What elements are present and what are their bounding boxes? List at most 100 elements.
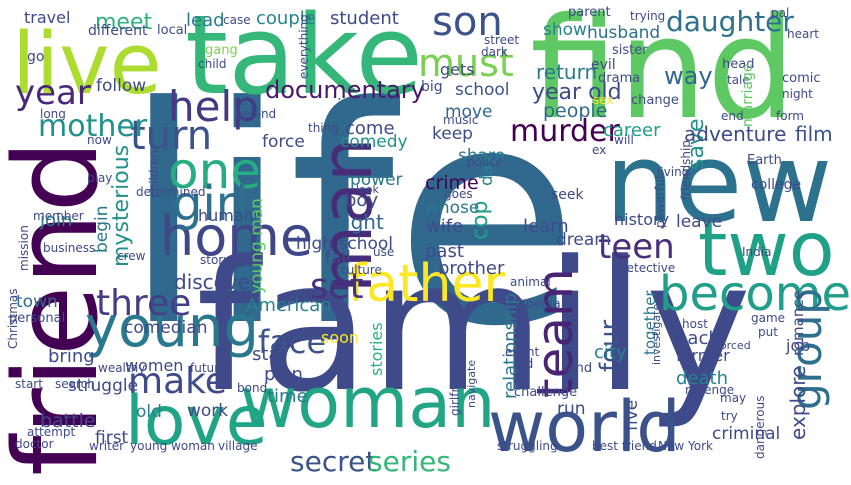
word-best-friend: best friend [592, 439, 657, 453]
word-help: help [168, 82, 259, 131]
word-night: night [782, 87, 813, 101]
word-take: take [185, 0, 423, 119]
word-music: music [443, 113, 479, 127]
word-story: story [200, 253, 231, 267]
word-become: become [659, 266, 851, 322]
word-put: put [758, 325, 778, 339]
word-new: new [605, 119, 833, 247]
word-couple: couple [256, 8, 316, 29]
word-year-old: year old [532, 80, 622, 105]
word-husband: husband [587, 23, 661, 43]
word-life: life [122, 43, 579, 392]
word-business: business [43, 241, 96, 255]
word-young-woman: young woman [130, 439, 215, 453]
word-human: human [198, 206, 254, 225]
word-personal: personal [9, 311, 66, 326]
word-mother: mother [38, 109, 148, 144]
word-long: long [40, 107, 66, 121]
word-crime: crime [425, 172, 479, 194]
word-move: move [445, 102, 493, 122]
word-lead: lead [186, 10, 225, 31]
word-way: way [664, 62, 713, 90]
word-form: form [776, 109, 804, 123]
word-live: live [12, 15, 162, 114]
word-time: time [267, 386, 308, 407]
word-home: home [160, 205, 314, 268]
word-look: look [356, 183, 379, 196]
word-play: play [87, 171, 113, 185]
word-parent: parent [568, 5, 611, 20]
word-discover: discover [174, 270, 259, 294]
word-star: star [252, 344, 287, 365]
word-job: job [786, 336, 811, 355]
word-run: run [557, 399, 586, 419]
word-soon: soon [321, 328, 360, 347]
word-high-school: high school [296, 234, 393, 254]
word-two: two [698, 205, 835, 293]
word-stories: stories [367, 322, 386, 376]
word-young-man: young man [247, 198, 267, 294]
word-world: world [488, 386, 681, 468]
word-local: local [157, 23, 188, 38]
word-dark: dark [481, 45, 508, 59]
word-seek: seek [551, 187, 584, 203]
word-thing: thing [308, 121, 339, 135]
word-may: may [720, 391, 747, 405]
word-battle: battle [40, 410, 96, 432]
word-comic: comic [782, 71, 821, 86]
word-murder: murder [510, 114, 620, 149]
word-city: city [594, 342, 627, 363]
word-love: love [125, 382, 268, 461]
word-daughter: daughter [666, 5, 794, 38]
word-comedy: comedy [340, 132, 408, 152]
word-end: end [721, 109, 744, 123]
word-bond: bond [237, 381, 268, 395]
word-come: come [345, 118, 395, 139]
word-determined: determined [136, 185, 206, 199]
word-start: start [15, 377, 43, 391]
word-now: now [87, 133, 112, 147]
word-case: case [223, 13, 251, 27]
word-game: game [751, 311, 786, 325]
word-new-york: New York [658, 439, 713, 453]
word-explore: explore [786, 365, 810, 440]
word-adventure: adventure [684, 122, 787, 146]
word-people: people [543, 100, 608, 122]
word-gang: gang [205, 43, 238, 58]
word-host: host [682, 317, 708, 331]
word-india: India [742, 245, 772, 259]
word-documentary: documentary [265, 76, 425, 104]
word-brother: brother [438, 258, 505, 279]
word-history: history [614, 210, 670, 229]
word-former: former [676, 346, 730, 365]
word-find: find [530, 0, 796, 151]
word-old: old [136, 402, 162, 422]
word-share: share [458, 146, 506, 166]
word-goes: goes [444, 187, 473, 201]
word-young: young [85, 295, 259, 360]
word-bring: bring [48, 346, 95, 367]
word-pal: pal [771, 6, 790, 20]
word-year: year [15, 73, 91, 113]
word-power: power [350, 170, 403, 190]
word-go: go [27, 49, 45, 65]
word-dangerous: dangerous [753, 395, 767, 459]
word-fight: fight [338, 210, 384, 234]
word-everything: everything [297, 14, 311, 79]
word-three: three [96, 283, 192, 324]
word-children: children [147, 149, 161, 198]
word-five: five [622, 399, 642, 431]
word-turn: turn [130, 113, 213, 159]
word-behind: behind [235, 107, 277, 121]
word-evil: evil [591, 57, 616, 73]
word-travel: travel [24, 8, 71, 27]
word-detective: detective [619, 261, 676, 275]
word-fall: fall [325, 248, 351, 268]
word-gets: gets [440, 60, 475, 79]
word-past: past [425, 241, 464, 262]
word-follow: follow [96, 76, 147, 96]
word-make: make [128, 361, 227, 402]
word-wife: wife [426, 216, 464, 237]
word-force: force [262, 132, 305, 152]
